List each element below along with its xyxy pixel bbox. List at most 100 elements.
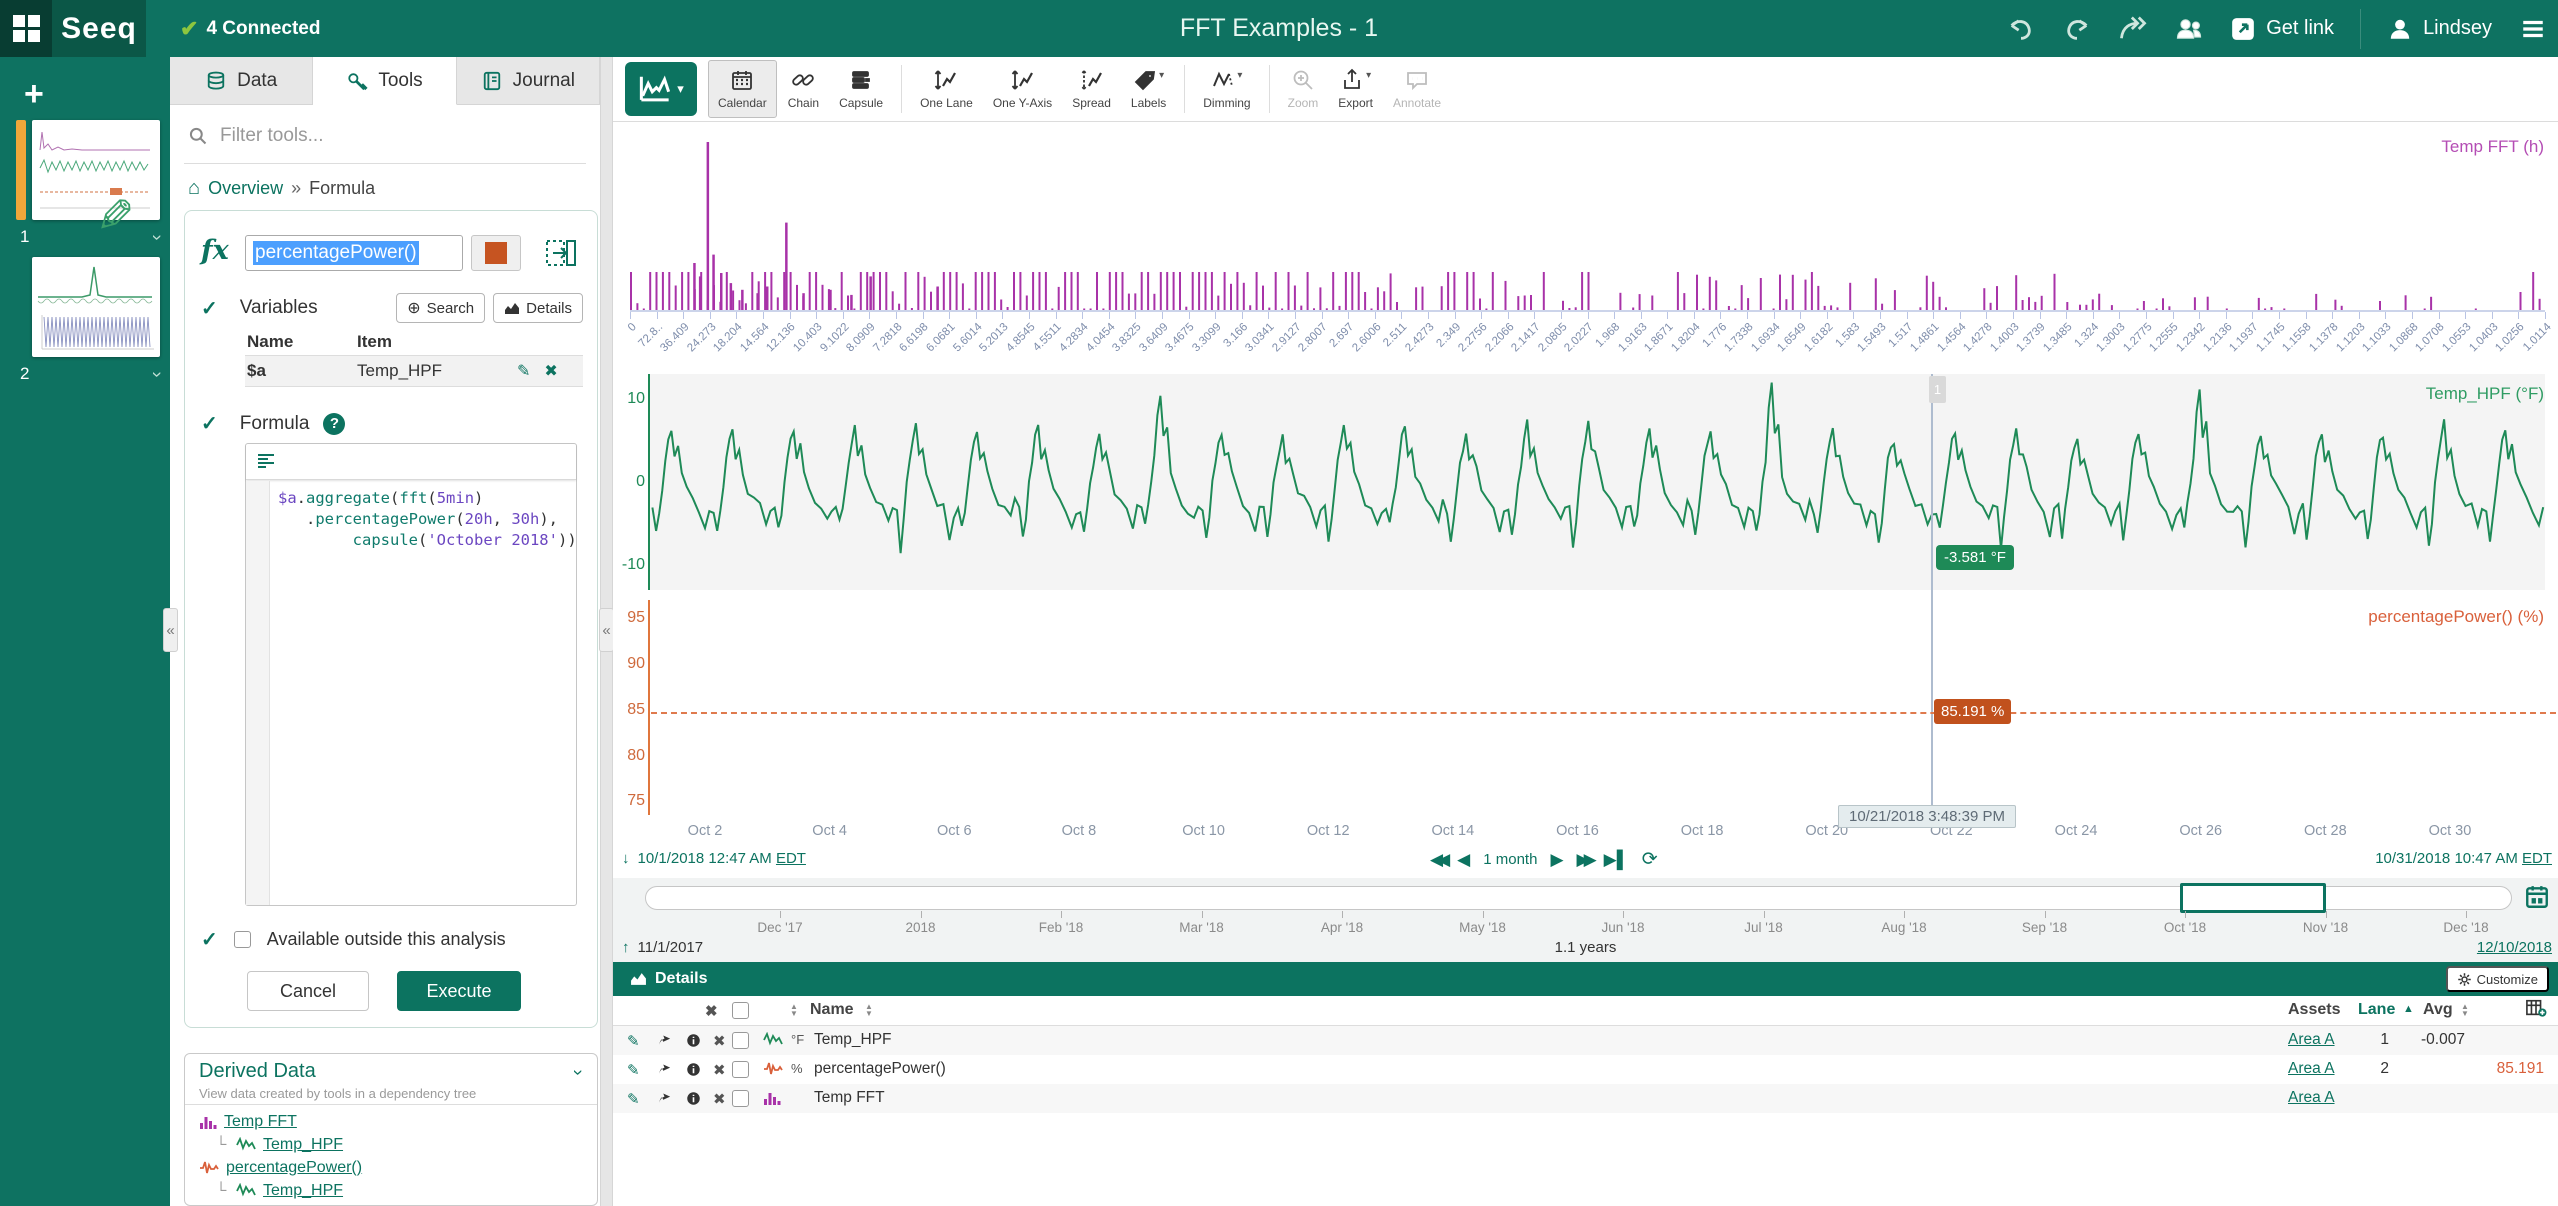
item-name[interactable]: Temp_HPF — [814, 1031, 892, 1048]
toolbar-export-button[interactable]: ▾ Export — [1329, 60, 1382, 118]
toolbar-labels-button[interactable]: ▾ Labels — [1122, 60, 1175, 118]
formula-name-input[interactable]: percentagePower() — [245, 235, 463, 271]
remove-all-icon[interactable]: ✖ — [705, 1003, 718, 1020]
col-lane[interactable]: Lane — [2358, 1001, 2396, 1018]
derived-item-link[interactable]: Temp_HPF — [263, 1135, 344, 1153]
sort-icon[interactable]: ▲ ▼ — [865, 1002, 873, 1018]
user-menu[interactable]: Lindsey — [2387, 16, 2492, 42]
view-selector-button[interactable]: ▾ — [625, 62, 697, 116]
select-all-checkbox[interactable] — [732, 1002, 749, 1019]
derived-item-link[interactable]: Temp FFT — [224, 1112, 297, 1130]
edit-variable-icon[interactable]: ✎ — [517, 363, 531, 380]
help-icon[interactable]: ? — [323, 412, 346, 435]
remove-item-icon[interactable]: ✖ — [713, 1061, 726, 1079]
collapse-tools-panel-handle[interactable]: « — [599, 608, 614, 652]
propagate-icon[interactable] — [657, 1091, 672, 1106]
info-icon[interactable] — [686, 1091, 701, 1106]
share-forward-icon[interactable] — [2118, 14, 2148, 44]
hpf-chart[interactable] — [650, 374, 2545, 590]
connection-status[interactable]: ✔ 4 Connected — [180, 0, 320, 57]
item-asset-link[interactable]: Area A — [2288, 1031, 2335, 1048]
fft-chart[interactable] — [630, 134, 2545, 310]
variable-search-button[interactable]: ⊕ Search — [396, 293, 486, 323]
step-back-fast-icon[interactable]: ◀◀ — [1430, 849, 1450, 869]
row-checkbox[interactable] — [732, 1090, 749, 1107]
chevron-down-icon[interactable]: › — [147, 371, 168, 377]
derived-item-link[interactable]: percentagePower() — [226, 1158, 363, 1176]
open-in-panel-icon[interactable] — [545, 238, 577, 268]
derived-data-title[interactable]: Derived Data — [199, 1060, 316, 1082]
users-icon[interactable] — [2174, 14, 2204, 44]
range-start[interactable]: ↓ 10/1/2018 12:47 AM EDT — [622, 850, 806, 867]
col-name[interactable]: Name — [810, 1001, 854, 1018]
toolbar-calendar-button[interactable]: Calendar — [708, 60, 777, 118]
document-list-icon[interactable] — [256, 453, 276, 471]
hpf-legend[interactable]: Temp_HPF (°F) — [2425, 384, 2544, 403]
item-asset-link[interactable]: Area A — [2288, 1089, 2335, 1106]
get-link-button[interactable]: Get link — [2230, 16, 2334, 42]
toolbar-one-y-axis-button[interactable]: One Y-Axis — [984, 60, 1061, 118]
timeline-selection[interactable] — [2180, 883, 2326, 913]
item-asset-link[interactable]: Area A — [2288, 1060, 2335, 1077]
sort-icon[interactable]: ▲ ▼ — [2461, 1002, 2469, 1018]
customize-button[interactable]: Customize — [2445, 966, 2549, 992]
col-avg[interactable]: Avg — [2423, 1001, 2453, 1018]
hamburger-menu-icon[interactable] — [2518, 14, 2548, 44]
toolbar-capsule-button[interactable]: Capsule — [830, 60, 892, 118]
step-forward-fast-icon[interactable]: ▶▶ — [1576, 849, 1597, 869]
step-forward-icon[interactable]: ▶ — [1550, 849, 1564, 869]
investigate-start[interactable]: ↑ 11/1/2017 — [622, 939, 704, 956]
filter-tools-input[interactable]: Filter tools... — [188, 119, 582, 153]
seeq-logo[interactable]: Seeq — [52, 0, 146, 57]
hpf-lane-background[interactable] — [649, 374, 2545, 590]
toolbar-chain-button[interactable]: Chain — [779, 60, 828, 118]
tab-tools[interactable]: Tools — [313, 57, 457, 105]
toolbar-spread-button[interactable]: Spread — [1063, 60, 1120, 118]
row-checkbox[interactable] — [732, 1032, 749, 1049]
collapse-worksheet-panel-handle[interactable]: « — [163, 608, 178, 652]
power-legend[interactable]: percentagePower() (%) — [2368, 607, 2544, 626]
add-column-icon[interactable] — [2525, 998, 2547, 1018]
edit-item-icon[interactable]: ✎ — [627, 1061, 640, 1079]
tab-data[interactable]: Data — [170, 57, 314, 105]
worksheet-thumbnail-1[interactable] — [32, 120, 160, 220]
edit-item-icon[interactable]: ✎ — [627, 1032, 640, 1050]
range-end[interactable]: 10/31/2018 10:47 AM EDT — [2375, 850, 2552, 867]
remove-variable-icon[interactable]: ✖ — [544, 363, 558, 380]
fft-legend[interactable]: Temp FFT (h) — [2441, 137, 2544, 156]
info-icon[interactable] — [686, 1033, 701, 1048]
formula-editor[interactable]: $a.aggregate(fft(5min) .percentagePower(… — [245, 443, 577, 906]
remove-item-icon[interactable]: ✖ — [713, 1090, 726, 1108]
worksheet-thumbnail-2[interactable] — [32, 257, 160, 357]
redo-icon[interactable] — [2062, 14, 2092, 44]
chevron-down-icon[interactable]: › — [147, 234, 168, 240]
investigate-end[interactable]: 12/10/2018 — [2476, 939, 2552, 956]
item-name[interactable]: Temp FFT — [814, 1089, 885, 1106]
color-swatch-button[interactable] — [471, 235, 521, 271]
worksheet-1-row[interactable]: 1 › — [20, 225, 168, 249]
timeline-calendar-icon[interactable] — [2524, 884, 2550, 910]
info-icon[interactable] — [686, 1062, 701, 1077]
formula-code[interactable]: $a.aggregate(fft(5min) .percentagePower(… — [278, 488, 577, 551]
range-duration[interactable]: 1 month — [1483, 851, 1538, 868]
available-checkbox[interactable] — [233, 931, 251, 948]
propagate-icon[interactable] — [657, 1033, 672, 1048]
propagate-icon[interactable] — [657, 1062, 672, 1077]
app-grid-button[interactable] — [0, 0, 52, 57]
row-checkbox[interactable] — [732, 1061, 749, 1078]
col-assets[interactable]: Assets — [2288, 1001, 2341, 1018]
tab-journal[interactable]: Journal — [456, 57, 600, 105]
breadcrumb-overview-link[interactable]: Overview — [208, 178, 284, 198]
edit-item-icon[interactable]: ✎ — [627, 1090, 640, 1108]
chevron-down-icon[interactable]: › — [568, 1069, 589, 1076]
variable-details-button[interactable]: Details — [493, 293, 583, 323]
toolbar-dimming-button[interactable]: ▾ Dimming — [1194, 60, 1259, 118]
execute-button[interactable]: Execute — [397, 971, 521, 1011]
item-name[interactable]: percentagePower() — [814, 1060, 946, 1077]
remove-item-icon[interactable]: ✖ — [713, 1032, 726, 1050]
sort-icon[interactable]: ▲ ▼ — [790, 1002, 798, 1018]
worksheet-2-row[interactable]: 2 › — [20, 362, 168, 386]
cancel-button[interactable]: Cancel — [247, 971, 369, 1011]
derived-item-link[interactable]: Temp_HPF — [263, 1181, 344, 1199]
refresh-icon[interactable]: ⟳ — [1641, 849, 1658, 870]
